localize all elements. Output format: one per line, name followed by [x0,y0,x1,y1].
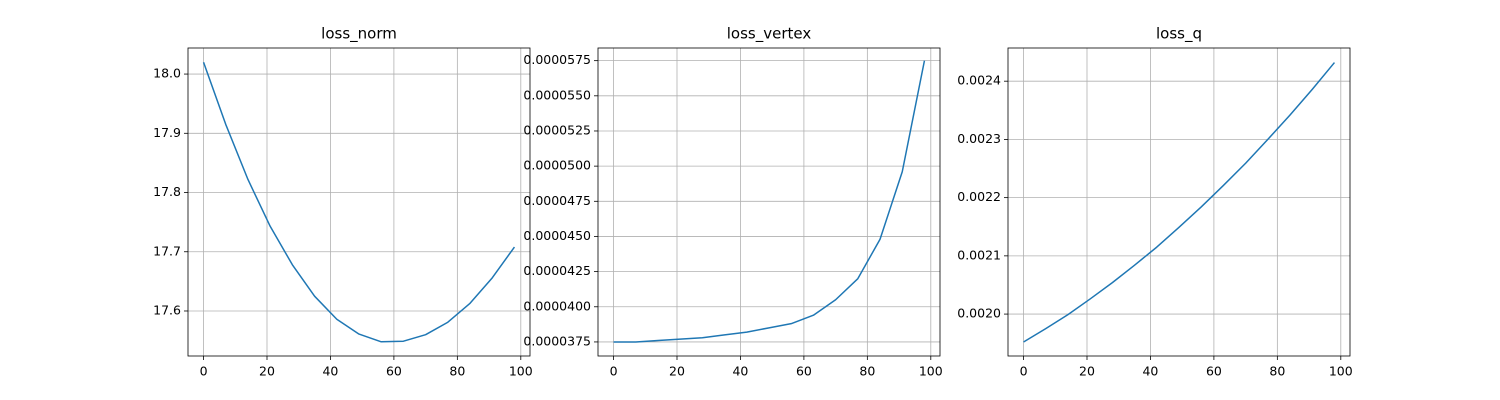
data-line [613,60,926,343]
axes-frame [1007,47,1351,357]
y-tick-label: 0.0000375 [523,333,591,348]
y-tick-label: 17.7 [153,243,181,258]
y-tick-label: 0.0000450 [523,228,591,243]
x-tick-label: 20 [669,364,685,379]
x-tick-label: 60 [1206,364,1222,379]
x-tick-label: 40 [732,364,748,379]
x-tick-label: 100 [509,364,533,379]
y-tick-label: 0.0000475 [523,193,591,208]
x-tick-label: 60 [796,364,812,379]
x-tick-label: 80 [1269,364,1285,379]
x-tick-label: 100 [1329,364,1353,379]
y-tick-label: 17.6 [153,302,181,317]
y-tick-label: 17.8 [153,184,181,199]
y-tick-label: 0.0024 [957,73,1001,88]
y-tick-label: 0.0000400 [523,298,591,313]
y-tick-label: 17.9 [153,125,181,140]
y-tick-label: 0.0000550 [523,87,591,102]
y-tick-label: 0.0000425 [523,263,591,278]
axes-frame [187,47,531,357]
y-tick-label: 0.0000525 [523,122,591,137]
x-tick-label: 80 [449,364,465,379]
y-tick-label: 18.0 [153,66,181,81]
x-tick-label: 80 [859,364,875,379]
axes-frame [597,47,941,357]
y-tick-label: 0.0000575 [523,52,591,67]
chart-title: loss_vertex [727,25,812,44]
y-tick-label: 0.0000500 [523,158,591,173]
x-tick-label: 0 [200,364,208,379]
x-tick-label: 100 [919,364,943,379]
x-tick-label: 20 [259,364,275,379]
x-tick-label: 40 [1142,364,1158,379]
chart-title: loss_norm [321,25,397,44]
x-tick-label: 60 [386,364,402,379]
y-tick-label: 0.0023 [957,131,1001,146]
chart-title: loss_q [1156,25,1202,44]
data-line [202,61,516,343]
x-tick-label: 20 [1079,364,1095,379]
y-tick-label: 0.0020 [957,306,1001,321]
data-line [1023,62,1336,343]
x-tick-label: 40 [322,364,338,379]
y-tick-label: 0.0022 [957,189,1001,204]
x-tick-label: 0 [610,364,618,379]
x-tick-label: 0 [1020,364,1028,379]
y-tick-label: 0.0021 [957,247,1001,262]
